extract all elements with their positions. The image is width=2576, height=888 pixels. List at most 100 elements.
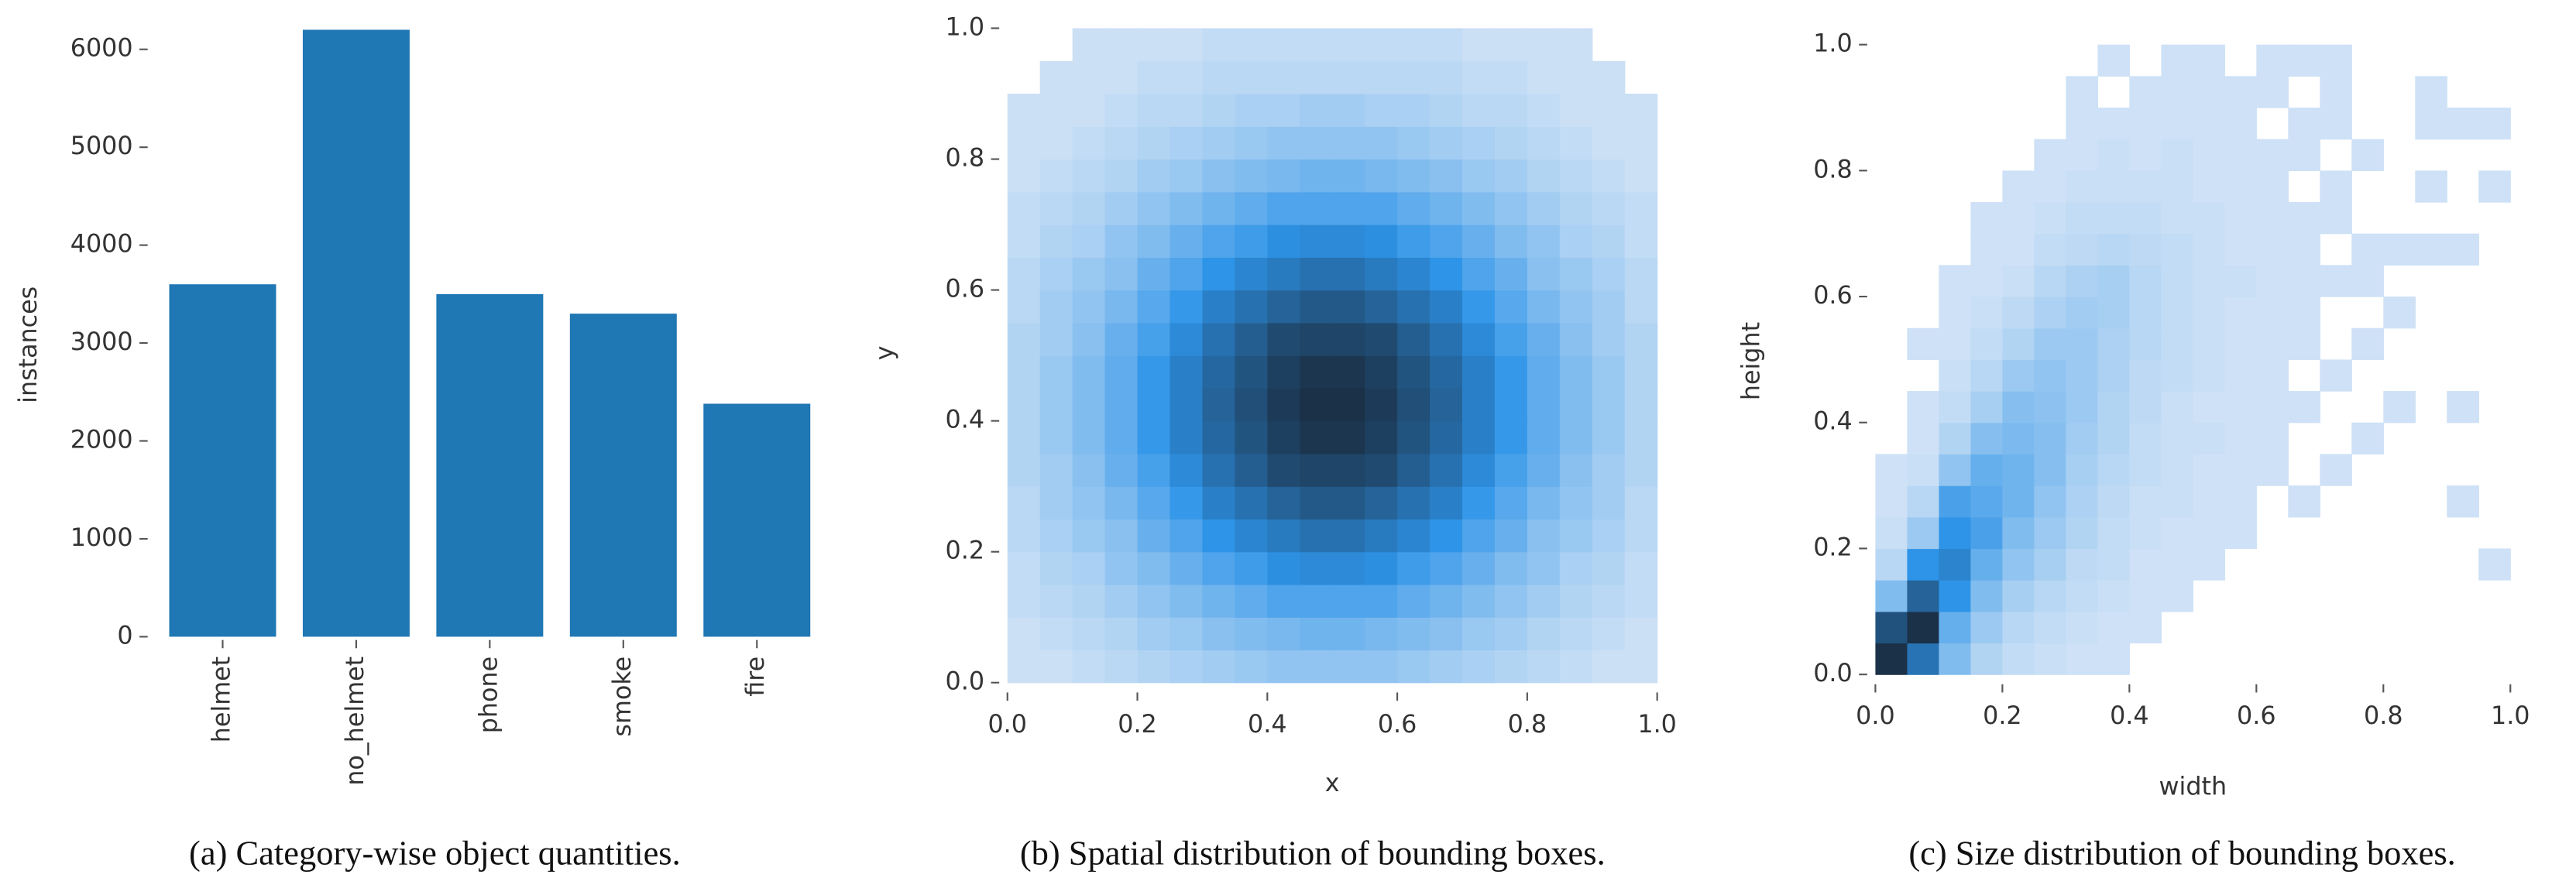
hist-cell: [1267, 28, 1300, 62]
hist-cell: [1104, 551, 1139, 585]
hist-cell: [1267, 225, 1300, 258]
x-tick-label: 0.8: [1508, 711, 1547, 739]
hist-cell: [1235, 617, 1268, 651]
hist-cell: [2256, 170, 2289, 203]
hist-cell: [1137, 584, 1171, 618]
hist-cell: [2161, 170, 2193, 203]
hist-cell: [1007, 93, 1041, 127]
hist-cell: [1494, 257, 1528, 291]
hist-cell: [1365, 486, 1398, 520]
hist-cell: [1039, 93, 1073, 127]
hist-cell: [2447, 139, 2479, 171]
hist-cell: [1461, 650, 1496, 684]
hist-cell: [1235, 60, 1268, 94]
x-tick-label: 0.8: [2364, 702, 2403, 730]
hist-cell: [2193, 580, 2225, 612]
hist-cell: [2002, 485, 2035, 518]
hist-cell: [1527, 519, 1561, 553]
hist-cell: [1970, 170, 2003, 202]
hist-cell: [1970, 108, 2003, 139]
hist-cell: [1907, 548, 1940, 581]
hist-cell: [1104, 486, 1139, 520]
hist-cell: [1939, 108, 1971, 139]
hist-cell: [2383, 517, 2416, 549]
hist-cell: [1397, 28, 1431, 62]
hist-cell: [1461, 93, 1496, 127]
hist-cell: [2320, 643, 2352, 674]
hist-cell: [1559, 355, 1593, 389]
hist-cell: [2097, 139, 2130, 171]
hist-cell: [1939, 580, 1972, 612]
hist-cell: [2351, 391, 2384, 423]
hist-cell: [2161, 76, 2193, 108]
hist-cell: [1527, 93, 1561, 127]
hist-cell: [2129, 76, 2162, 108]
hist-cell: [1494, 290, 1528, 324]
hist-cell: [1137, 650, 1171, 684]
hist-cell: [1559, 519, 1593, 553]
y-tick-label: 0.6: [946, 276, 985, 303]
hist-cell: [2383, 170, 2416, 202]
hist-cell: [2002, 391, 2035, 423]
hist-cell: [1397, 420, 1431, 454]
hist-cell: [1559, 191, 1593, 225]
hist-cell: [1559, 420, 1593, 454]
hist-cell: [2288, 76, 2320, 108]
hist-cell: [2066, 233, 2098, 266]
hist-cell: [1397, 159, 1431, 193]
hist-cell: [1170, 93, 1204, 127]
hist-cell: [1970, 643, 2004, 675]
hist-cell: [1939, 391, 1972, 423]
hist-cell: [2256, 297, 2289, 329]
hist-cell: [2415, 391, 2447, 423]
hist-cell: [1235, 159, 1268, 193]
hist-cell: [1170, 191, 1204, 225]
hist-cell: [2002, 643, 2035, 675]
hist-cell: [2415, 485, 2447, 517]
hist-cell: [2320, 139, 2352, 171]
hist-cell: [1007, 486, 1041, 520]
hist-cell: [1430, 584, 1463, 618]
hist-cell: [1137, 486, 1171, 520]
hist-cell: [2129, 202, 2162, 235]
hist-cell: [1939, 327, 1972, 361]
hist-cell: [2288, 265, 2320, 297]
hist-cell: [1300, 28, 1333, 62]
hist-cell: [2002, 265, 2035, 297]
hist-cell: [1592, 322, 1626, 356]
hist-cell: [1592, 60, 1626, 94]
hist-cell: [2002, 422, 2035, 455]
hist-cell: [1397, 126, 1431, 160]
hist-cell: [1104, 355, 1139, 389]
hist-cell: [1430, 126, 1463, 160]
hist-cell: [1332, 584, 1365, 618]
hist-cell: [1559, 551, 1593, 585]
hist-cell: [1104, 225, 1139, 258]
hist-cell: [1907, 76, 1939, 108]
hist-cell: [1875, 580, 1908, 612]
hist-cell: [2034, 485, 2067, 518]
hist-cell: [1461, 551, 1496, 585]
hist-cell: [2002, 108, 2035, 139]
hist-cell: [1170, 453, 1204, 487]
hist-cell: [1527, 584, 1561, 618]
hist-cell: [1072, 388, 1106, 422]
hist-cell: [1104, 420, 1139, 454]
hist-cell: [1332, 453, 1365, 487]
y-tick-label: 0.2: [1813, 533, 1853, 561]
hist-cell: [2129, 580, 2162, 612]
hist-cell: [1461, 60, 1496, 94]
hist-cell: [1235, 126, 1268, 160]
hist-cell: [2351, 76, 2384, 108]
hist-cell: [1397, 355, 1431, 389]
hist-cell: [1365, 257, 1398, 291]
hist-cell: [1939, 170, 1971, 202]
hist-cell: [2415, 76, 2447, 108]
hist-cell: [2351, 548, 2384, 580]
hist-cell: [2066, 359, 2098, 392]
hist-cell: [2161, 327, 2193, 361]
hist-cell: [1624, 617, 1658, 651]
hist-cell: [2351, 612, 2384, 643]
hist-cell: [2034, 108, 2066, 139]
